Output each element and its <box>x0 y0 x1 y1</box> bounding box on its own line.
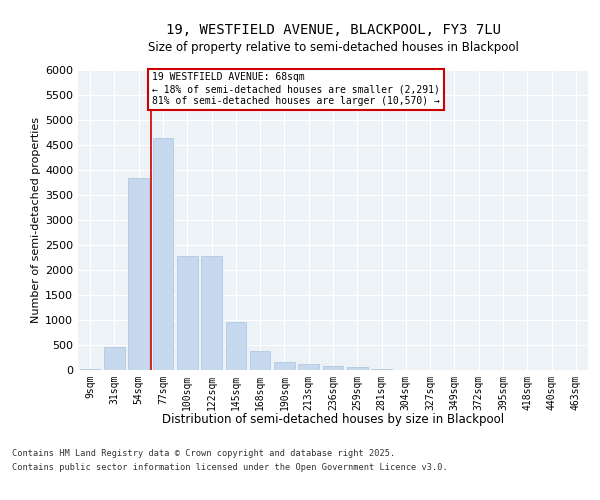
Bar <box>298 364 319 370</box>
Bar <box>371 369 392 370</box>
Bar <box>80 369 100 370</box>
Bar <box>201 256 222 370</box>
Bar <box>347 367 368 370</box>
Text: Contains HM Land Registry data © Crown copyright and database right 2025.: Contains HM Land Registry data © Crown c… <box>12 448 395 458</box>
Y-axis label: Number of semi-detached properties: Number of semi-detached properties <box>31 117 41 323</box>
Bar <box>152 138 173 370</box>
Bar <box>274 362 295 370</box>
Text: Size of property relative to semi-detached houses in Blackpool: Size of property relative to semi-detach… <box>148 41 518 54</box>
Bar <box>104 346 125 370</box>
Text: Contains public sector information licensed under the Open Government Licence v3: Contains public sector information licen… <box>12 464 448 472</box>
Text: 19 WESTFIELD AVENUE: 68sqm
← 18% of semi-detached houses are smaller (2,291)
81%: 19 WESTFIELD AVENUE: 68sqm ← 18% of semi… <box>152 72 440 106</box>
Bar <box>226 322 246 370</box>
Bar <box>250 350 271 370</box>
X-axis label: Distribution of semi-detached houses by size in Blackpool: Distribution of semi-detached houses by … <box>162 413 504 426</box>
Bar <box>128 178 149 370</box>
Bar <box>323 366 343 370</box>
Text: 19, WESTFIELD AVENUE, BLACKPOOL, FY3 7LU: 19, WESTFIELD AVENUE, BLACKPOOL, FY3 7LU <box>166 22 500 36</box>
Bar <box>177 256 197 370</box>
